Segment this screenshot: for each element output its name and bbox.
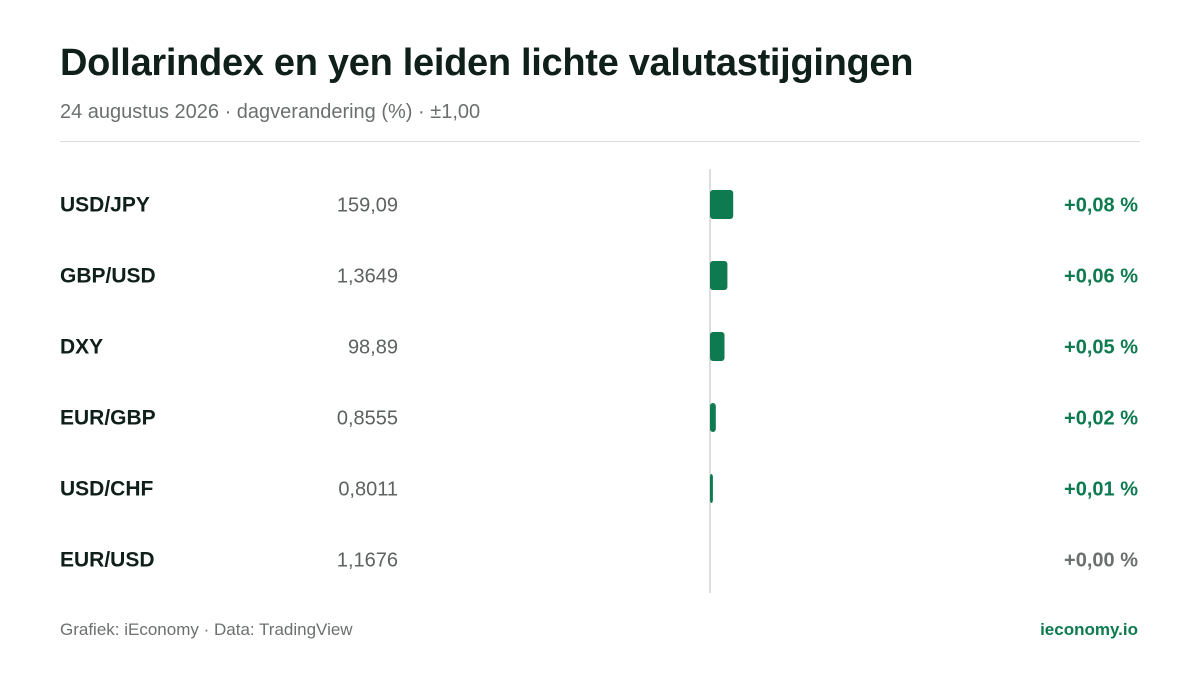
price-value: 0,8555 <box>337 408 398 430</box>
pair-label: EUR/GBP <box>60 407 156 430</box>
price-value: 0,8011 <box>338 479 398 501</box>
pair-label: EUR/USD <box>60 549 155 572</box>
footer-source: Grafiek: iEconomy · Data: TradingView <box>60 620 353 639</box>
price-value: 1,1676 <box>337 550 398 572</box>
change-value-label: +0,00 % <box>1064 550 1138 572</box>
change-bar <box>710 403 716 432</box>
chart-subtitle: 24 augustus 2026 · dagverandering (%) · … <box>60 101 481 123</box>
price-value: 1,3649 <box>337 266 398 288</box>
change-value-label: +0,01 % <box>1064 479 1138 501</box>
change-bar <box>710 190 734 219</box>
change-value-label: +0,05 % <box>1064 337 1138 359</box>
pair-label: GBP/USD <box>60 265 156 288</box>
pair-label: USD/CHF <box>60 478 154 501</box>
footer-brand-link[interactable]: ieconomy.io <box>1040 620 1138 639</box>
chart-title: Dollarindex en yen leiden lichte valutas… <box>60 42 914 84</box>
price-value: 159,09 <box>337 195 398 217</box>
change-bar <box>710 261 728 290</box>
change-value-label: +0,06 % <box>1064 266 1138 288</box>
pair-label: DXY <box>60 336 103 359</box>
price-value: 98,89 <box>348 337 398 359</box>
change-bar <box>710 474 713 503</box>
pair-label: USD/JPY <box>60 194 150 217</box>
header-divider <box>60 141 1140 142</box>
change-value-label: +0,02 % <box>1064 408 1138 430</box>
change-bar <box>710 332 725 361</box>
change-value-label: +0,08 % <box>1064 195 1138 217</box>
